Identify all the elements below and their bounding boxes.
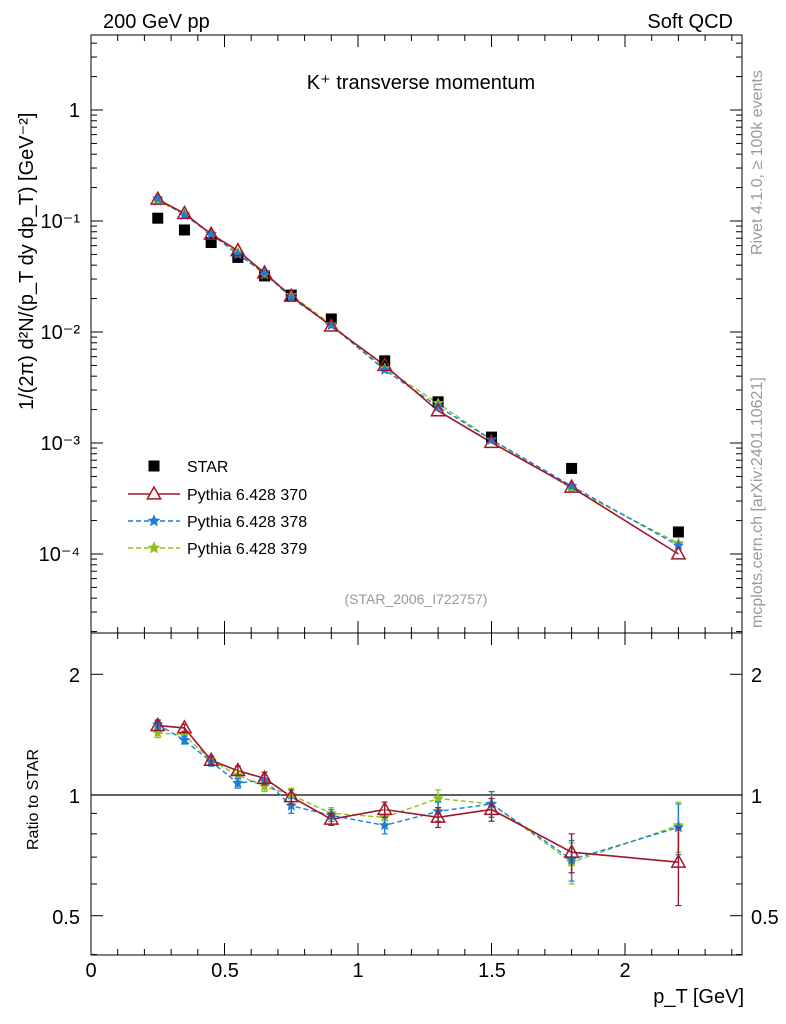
header-right: Soft QCD <box>647 11 733 33</box>
main-y-tick-label: 10⁻⁴ <box>39 544 80 566</box>
data-point-star <box>566 462 578 474</box>
ratio-point <box>378 819 391 831</box>
mc-point <box>205 228 218 240</box>
mc-point <box>229 242 246 257</box>
header-left: 200 GeV pp <box>103 11 210 33</box>
mc-point <box>283 287 300 302</box>
x-axis-label: p_T [GeV] <box>653 986 744 1008</box>
data-point-star <box>672 526 684 538</box>
mc-point <box>325 319 338 331</box>
mc-point <box>430 402 447 417</box>
series-line <box>157 198 679 555</box>
mc-point <box>376 356 393 372</box>
main-y-tick-label: 10⁻² <box>41 322 81 344</box>
main-y-tick-label: 10⁻³ <box>41 433 81 455</box>
legend-marker <box>146 485 162 500</box>
x-tick-label: 1.5 <box>478 960 506 982</box>
mc-point <box>563 478 580 493</box>
ratio-line <box>157 723 679 861</box>
data-point-star <box>152 212 164 224</box>
legend-marker-star <box>148 460 160 472</box>
reference-label: (STAR_2006_I722757) <box>345 591 488 607</box>
mc-point <box>231 248 244 260</box>
data-point-star <box>379 355 391 367</box>
mc-point <box>378 363 391 375</box>
legend-label: STAR <box>187 459 228 476</box>
mc-point <box>256 264 273 279</box>
ratio-point <box>149 717 166 732</box>
ratio-panel-frame <box>90 632 743 956</box>
ratio-y-tick-label: 1 <box>69 786 80 808</box>
x-tick-label: 0.5 <box>211 960 239 982</box>
legend-label: Pythia 6.428 370 <box>187 487 307 504</box>
main-y-tick-label: 1 <box>69 100 80 122</box>
main-y-tick-labels: 1 10⁻¹ 10⁻² 10⁻³ 10⁻⁴ <box>39 100 81 566</box>
ratio-point <box>178 734 191 746</box>
ratio-point <box>670 853 687 868</box>
x-tick-label: 0 <box>85 960 96 982</box>
legend-marker <box>147 514 161 527</box>
mcplots-label: mcplots.cern.ch [arXiv:2401.10621] <box>749 377 766 628</box>
mc-point <box>203 225 220 240</box>
x-tick-label: 1 <box>352 960 363 982</box>
x-tick-label: 2 <box>619 960 630 982</box>
main-title: K⁺ transverse momentum <box>307 72 535 94</box>
legend-label: Pythia 6.428 378 <box>187 514 307 531</box>
mc-point <box>149 190 166 205</box>
main-y-label: 1/(2π) d²N/(p_T dy dp_T) [GeV⁻²] <box>16 113 38 410</box>
legend: STAR Pythia 6.428 370 Pythia 6.428 378 Pyth… <box>128 459 307 558</box>
ratio-y-tick-labels: 2 1 0.5 2 1 0.5 <box>52 665 779 929</box>
mc-point <box>565 479 578 491</box>
mc-point <box>176 204 193 220</box>
x-tick-labels: 0 0.5 1 1.5 2 <box>85 960 630 982</box>
ratio-line <box>157 732 679 863</box>
ratio-y-tick-label-right: 0.5 <box>751 907 779 929</box>
ratio-point <box>229 762 246 777</box>
ratio-point <box>483 800 500 816</box>
ratio-series-marks <box>149 717 687 907</box>
ratio-point <box>376 800 393 816</box>
ratio-line <box>157 724 679 863</box>
data-point-star <box>178 224 190 236</box>
ratio-y-tick-label: 0.5 <box>52 907 80 929</box>
ratio-point <box>258 780 271 792</box>
ratio-y-tick-label-right: 2 <box>751 665 762 687</box>
data-point-star <box>232 251 244 263</box>
mc-point <box>323 317 340 332</box>
ratio-point <box>430 808 447 823</box>
ratio-y-tick-label: 2 <box>69 665 80 687</box>
main-y-tick-label: 10⁻¹ <box>41 211 81 233</box>
ratio-point <box>285 799 298 811</box>
ratio-point <box>432 792 444 804</box>
ratio-point <box>256 769 273 785</box>
axis-ticks <box>90 35 742 956</box>
legend-marker <box>147 541 161 554</box>
ratio-point <box>203 751 220 767</box>
ratio-point <box>323 810 340 825</box>
legend-label: Pythia 6.428 379 <box>187 541 307 558</box>
data-point-star <box>205 237 217 249</box>
ratio-point <box>283 788 300 803</box>
ratio-point <box>563 843 580 858</box>
ratio-y-tick-label-right: 1 <box>751 786 762 808</box>
main-series-marks <box>149 190 687 560</box>
mc-point <box>258 266 271 279</box>
mc-point <box>483 433 500 449</box>
rivet-label: Rivet 4.1.0, ≥ 100k events <box>749 70 766 255</box>
mc-point <box>670 545 687 560</box>
ratio-point <box>231 777 244 789</box>
mc-point <box>151 192 164 204</box>
ratio-y-label: Ratio to STAR <box>25 749 42 850</box>
ratio-point <box>176 719 193 734</box>
